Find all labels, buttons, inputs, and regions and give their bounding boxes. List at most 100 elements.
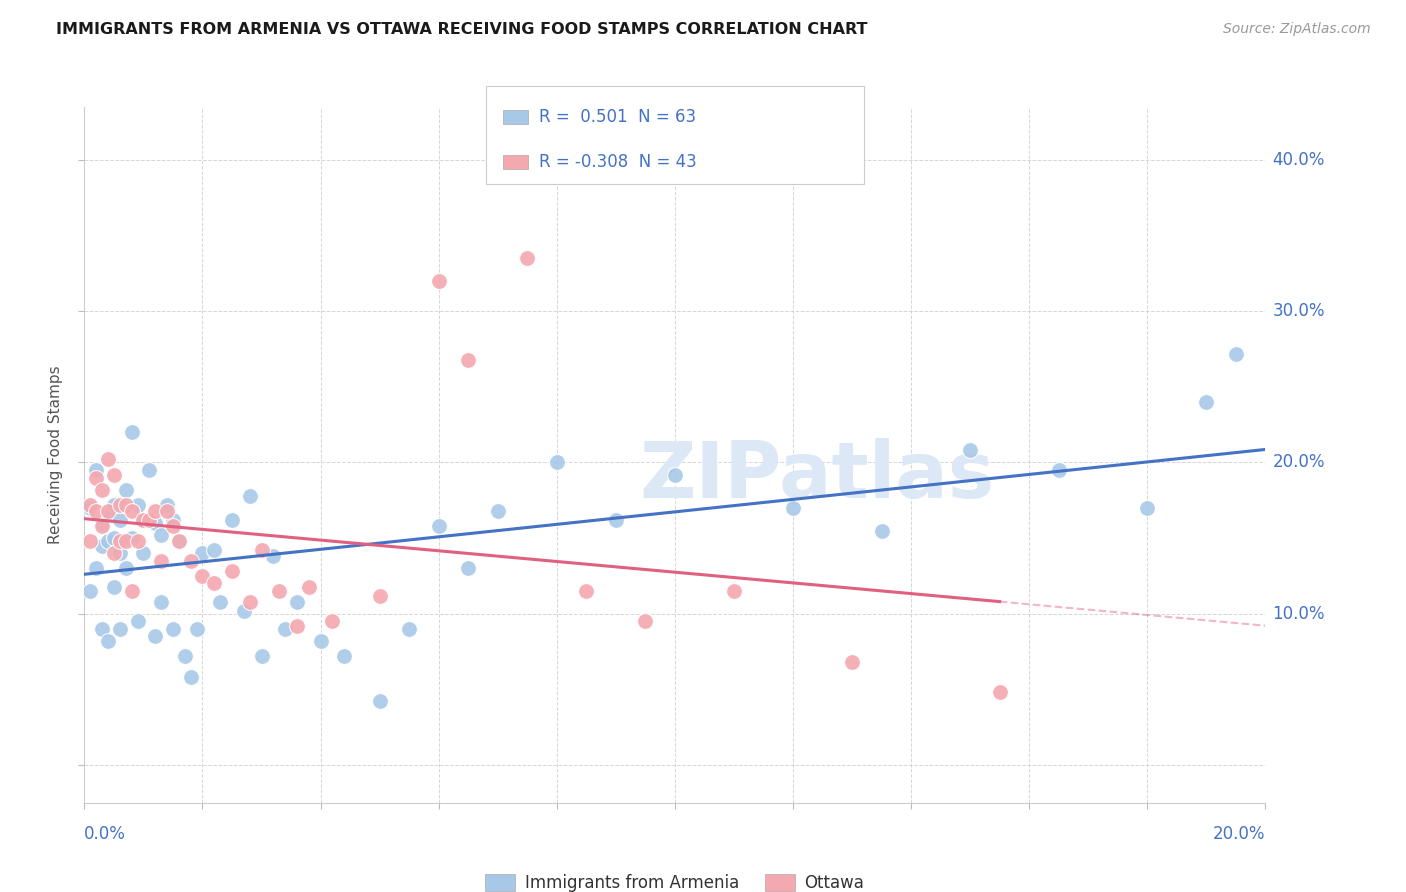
- Point: [79, 500, 101, 515]
- Point: [546, 455, 568, 469]
- Point: [1195, 395, 1218, 409]
- Point: [427, 274, 450, 288]
- Point: [664, 467, 686, 482]
- Point: [127, 498, 149, 512]
- Point: [368, 694, 391, 708]
- Text: 20.0%: 20.0%: [1213, 825, 1265, 843]
- Point: [79, 498, 101, 512]
- Point: [132, 513, 155, 527]
- Point: [167, 534, 190, 549]
- Point: [368, 589, 391, 603]
- Point: [162, 622, 184, 636]
- Point: [173, 649, 195, 664]
- Point: [103, 546, 125, 560]
- Point: [143, 504, 166, 518]
- Point: [191, 546, 214, 560]
- Y-axis label: Receiving Food Stamps: Receiving Food Stamps: [48, 366, 63, 544]
- Point: [321, 615, 343, 629]
- Text: R = -0.308  N = 43: R = -0.308 N = 43: [540, 153, 697, 171]
- Point: [114, 483, 136, 497]
- Point: [180, 554, 202, 568]
- Point: [121, 504, 143, 518]
- Point: [143, 516, 166, 530]
- Text: ZIPatlas: ZIPatlas: [640, 438, 994, 514]
- Point: [132, 513, 155, 527]
- Point: [202, 543, 225, 558]
- Text: R =  0.501  N = 63: R = 0.501 N = 63: [540, 108, 696, 126]
- Point: [634, 615, 657, 629]
- Point: [516, 252, 538, 266]
- Point: [285, 619, 308, 633]
- Text: 20.0%: 20.0%: [1272, 453, 1324, 472]
- Point: [202, 576, 225, 591]
- Point: [108, 534, 131, 549]
- Point: [108, 513, 131, 527]
- Point: [959, 443, 981, 458]
- Point: [114, 498, 136, 512]
- Text: Source: ZipAtlas.com: Source: ZipAtlas.com: [1223, 22, 1371, 37]
- Point: [274, 622, 297, 636]
- Point: [150, 594, 173, 608]
- Point: [150, 528, 173, 542]
- Point: [103, 498, 125, 512]
- Point: [84, 463, 107, 477]
- Text: 40.0%: 40.0%: [1272, 151, 1324, 169]
- Point: [1225, 346, 1247, 360]
- Point: [1047, 463, 1070, 477]
- Point: [250, 649, 273, 664]
- Point: [457, 561, 479, 575]
- Point: [121, 425, 143, 440]
- Point: [103, 467, 125, 482]
- Point: [232, 604, 254, 618]
- Point: [988, 685, 1011, 699]
- Point: [114, 561, 136, 575]
- Point: [870, 524, 893, 538]
- Point: [398, 622, 420, 636]
- Point: [457, 352, 479, 367]
- Point: [79, 584, 101, 599]
- Point: [91, 483, 114, 497]
- Point: [138, 513, 160, 527]
- Point: [167, 534, 190, 549]
- Point: [91, 519, 114, 533]
- Point: [239, 594, 262, 608]
- Point: [91, 622, 114, 636]
- Point: [127, 615, 149, 629]
- Point: [91, 516, 114, 530]
- Point: [285, 594, 308, 608]
- Point: [605, 513, 627, 527]
- Point: [333, 649, 356, 664]
- Point: [239, 489, 262, 503]
- Point: [575, 584, 598, 599]
- Point: [84, 470, 107, 484]
- Point: [298, 580, 321, 594]
- Point: [427, 519, 450, 533]
- Point: [79, 534, 101, 549]
- Point: [162, 519, 184, 533]
- Point: [91, 539, 114, 553]
- Point: [121, 584, 143, 599]
- Point: [97, 534, 120, 549]
- Point: [103, 531, 125, 545]
- Point: [150, 554, 173, 568]
- Legend: Immigrants from Armenia, Ottawa: Immigrants from Armenia, Ottawa: [478, 867, 872, 892]
- Point: [180, 670, 202, 684]
- Point: [97, 634, 120, 648]
- Point: [97, 508, 120, 523]
- Point: [191, 569, 214, 583]
- Point: [97, 452, 120, 467]
- Point: [97, 504, 120, 518]
- Point: [782, 500, 804, 515]
- Point: [156, 498, 179, 512]
- Text: 0.0%: 0.0%: [84, 825, 127, 843]
- Point: [127, 534, 149, 549]
- Point: [269, 584, 291, 599]
- Point: [209, 594, 232, 608]
- Point: [486, 504, 509, 518]
- Point: [121, 531, 143, 545]
- Point: [841, 655, 863, 669]
- Text: 10.0%: 10.0%: [1272, 605, 1324, 623]
- Point: [723, 584, 745, 599]
- Point: [143, 629, 166, 643]
- Point: [108, 546, 131, 560]
